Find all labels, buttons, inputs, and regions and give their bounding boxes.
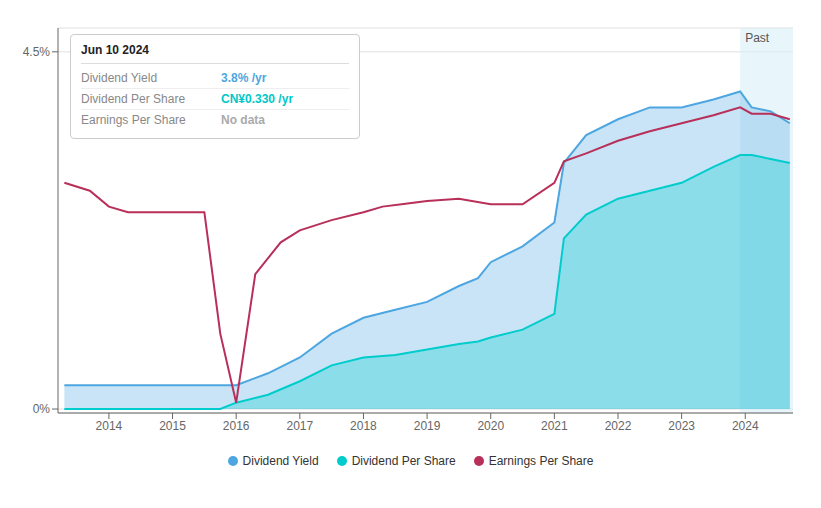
- svg-text:2020: 2020: [477, 419, 504, 433]
- html-text:3.8% /yr: 3.8% /yr: [221, 71, 267, 85]
- html-text:Dividend Yield: Dividend Yield: [81, 71, 158, 85]
- svg-text:2019: 2019: [414, 419, 441, 433]
- html-text:Dividend Yield: Dividend Yield: [242, 454, 319, 468]
- svg-text:2021: 2021: [541, 419, 568, 433]
- html-text:Jun 10 2024: Jun 10 2024: [81, 43, 149, 57]
- svg-text:Past: Past: [745, 31, 770, 45]
- svg-text:2017: 2017: [286, 419, 313, 433]
- svg-text:2022: 2022: [605, 419, 632, 433]
- html-text:Earnings Per Share: Earnings Per Share: [81, 113, 186, 127]
- html-text:Dividend Per Share: Dividend Per Share: [351, 454, 456, 468]
- html-text:CN¥0.330 /yr: CN¥0.330 /yr: [221, 92, 293, 106]
- svg-text:0%: 0%: [33, 402, 51, 416]
- svg-text:2023: 2023: [668, 419, 695, 433]
- svg-text:2015: 2015: [159, 419, 186, 433]
- svg-text:4.5%: 4.5%: [23, 45, 51, 59]
- svg-text:2018: 2018: [350, 419, 377, 433]
- html-text:Dividend Per Share: Dividend Per Share: [81, 92, 186, 106]
- svg-text:2016: 2016: [223, 419, 250, 433]
- html-text:Earnings Per Share: Earnings Per Share: [488, 454, 594, 468]
- html-text:No data: No data: [221, 113, 265, 127]
- svg-text:2024: 2024: [732, 419, 759, 433]
- svg-text:2014: 2014: [96, 419, 123, 433]
